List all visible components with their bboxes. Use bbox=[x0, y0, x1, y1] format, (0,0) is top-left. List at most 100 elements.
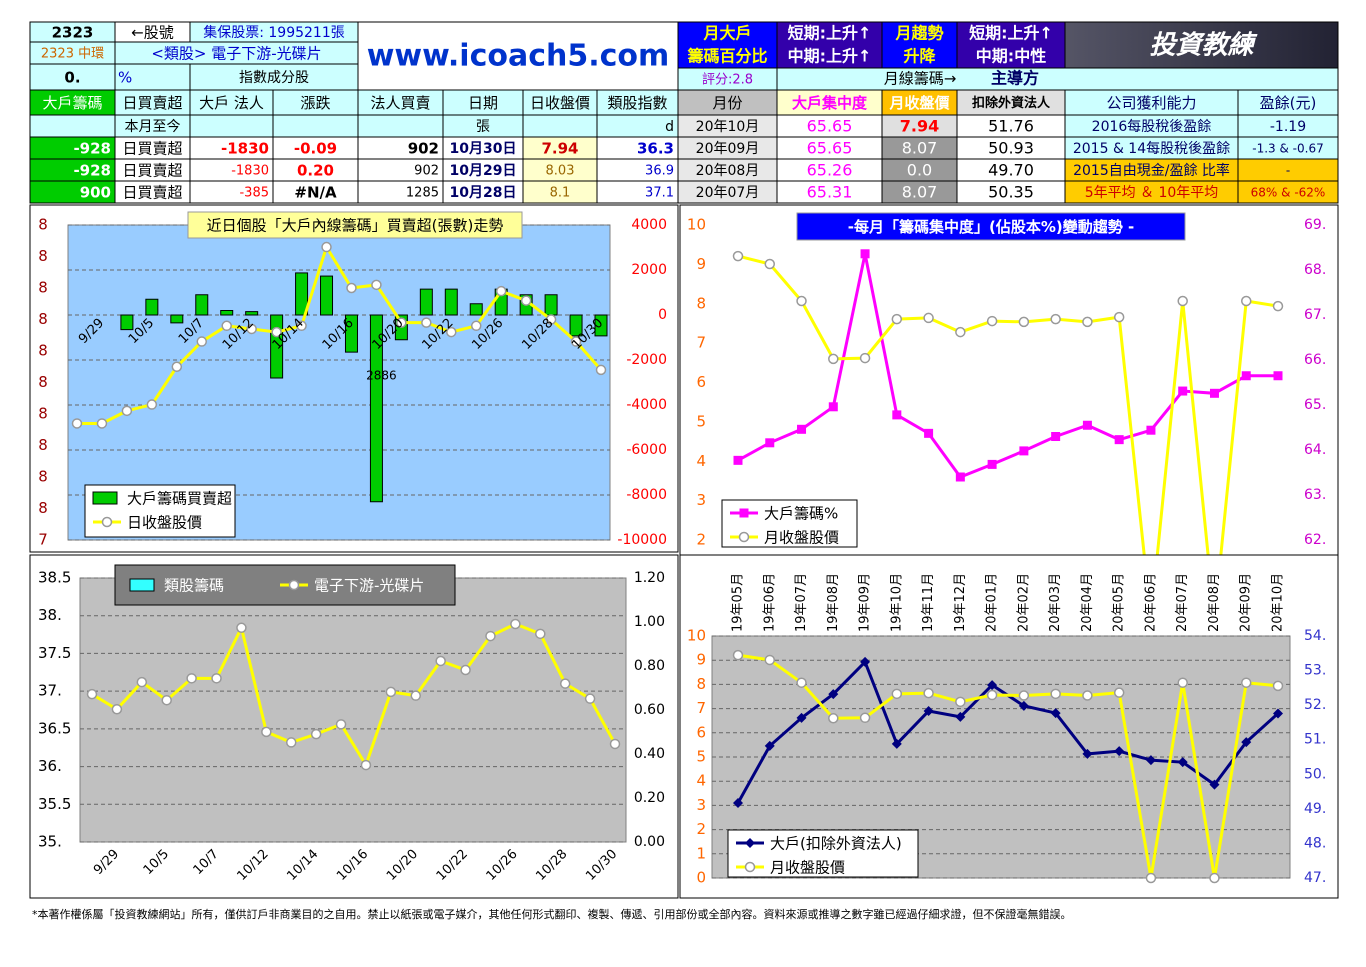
point bbox=[923, 706, 934, 717]
cell-text: 8.07 bbox=[902, 139, 938, 158]
cell-text: 7.94 bbox=[541, 140, 578, 158]
legend-label: 電子下游-光碟片 bbox=[314, 577, 424, 595]
bar bbox=[344, 314, 358, 353]
line bbox=[737, 653, 1279, 879]
series-layer bbox=[732, 249, 1284, 555]
point bbox=[797, 424, 807, 434]
legend-box bbox=[721, 499, 858, 548]
x-tick-label: 20年07月 bbox=[1175, 573, 1190, 632]
y2-tick-label: 63. bbox=[1304, 487, 1326, 503]
point bbox=[1240, 295, 1252, 307]
y2-tick-label: -2000 bbox=[626, 352, 667, 368]
point bbox=[739, 508, 749, 518]
x-tick-label: 20年03月 bbox=[1048, 573, 1063, 632]
point bbox=[559, 678, 571, 689]
y-tick-label: 2 bbox=[696, 820, 706, 838]
table-cell bbox=[776, 67, 1339, 91]
y-tick-label: 8 bbox=[696, 294, 706, 312]
cell-text: 大戶 法人 bbox=[199, 94, 264, 112]
point bbox=[1113, 687, 1125, 698]
legend-label: 類股籌碼 bbox=[164, 577, 224, 595]
y-tick-label: 8 bbox=[38, 279, 48, 297]
y2-tick-label: 0 bbox=[658, 307, 667, 323]
point bbox=[892, 410, 902, 420]
point bbox=[1019, 446, 1029, 456]
y2-tick-label: 0.20 bbox=[634, 790, 665, 806]
cell-text: 短期:上升↑ bbox=[788, 24, 872, 43]
footer: *本著作權係屬「投資教練網站」所有，僅供訂戶非商業目的之自用。禁止以紙張或電子媒… bbox=[32, 907, 1072, 921]
y-tick-label: 5 bbox=[696, 748, 706, 766]
point bbox=[1209, 388, 1219, 398]
y-tick-label: 8 bbox=[38, 310, 48, 328]
cell-text: -1.19 bbox=[1270, 119, 1306, 135]
x-tick-label: 19年12月 bbox=[953, 573, 968, 632]
cell-text: 中期:上升↑ bbox=[788, 47, 872, 66]
cell-text: 10月30日 bbox=[450, 141, 517, 157]
cell-text: 902 bbox=[408, 140, 439, 158]
cell-text: 評分:2.8 bbox=[702, 73, 753, 88]
table-cell bbox=[29, 89, 116, 116]
cell-text: 月線籌碼→ bbox=[884, 70, 957, 88]
point bbox=[796, 712, 807, 723]
cell-text: 65.31 bbox=[807, 183, 853, 202]
y-tick-label: 8 bbox=[38, 405, 48, 423]
x-tick-label: 20年02月 bbox=[1016, 573, 1031, 632]
cell-text: 20年10月 bbox=[696, 119, 760, 135]
y-tick-label: 7 bbox=[696, 334, 706, 352]
y2-tick-label: 1.20 bbox=[634, 570, 665, 586]
y-tick-label: 1 bbox=[696, 844, 706, 862]
cell-text: 8.1 bbox=[550, 186, 571, 201]
cell-text: % bbox=[118, 69, 132, 87]
y2-tick-label: 47. bbox=[1304, 870, 1326, 886]
cell-text: 日買賣超 bbox=[122, 94, 182, 112]
y-tick-label: 35.5 bbox=[38, 795, 71, 813]
point bbox=[495, 285, 507, 297]
point bbox=[111, 703, 123, 715]
title-box bbox=[187, 211, 523, 239]
point bbox=[986, 689, 998, 701]
point bbox=[1114, 435, 1124, 445]
point bbox=[96, 418, 108, 429]
x-tick-label: 19年08月 bbox=[826, 573, 841, 632]
point bbox=[796, 295, 807, 307]
y2-tick-label: 65. bbox=[1304, 397, 1326, 413]
point bbox=[121, 405, 133, 417]
x-tick-label: 19年06月 bbox=[762, 573, 777, 632]
cell-text: 49.70 bbox=[988, 161, 1034, 180]
point bbox=[211, 673, 222, 684]
point bbox=[764, 654, 776, 666]
series-layer bbox=[71, 241, 608, 503]
point bbox=[86, 688, 98, 700]
y-tick-label: 7 bbox=[696, 699, 706, 717]
cell-text: 公司獲利能力 bbox=[1106, 94, 1196, 112]
cell-text: 主導方 bbox=[991, 69, 1039, 88]
bar bbox=[220, 310, 234, 316]
y2-tick-label: 0.80 bbox=[634, 658, 665, 674]
cell-text: 2015自由現金/盈餘 比率 bbox=[1073, 162, 1230, 179]
point bbox=[1241, 371, 1251, 381]
y2-tick-label: 54. bbox=[1304, 628, 1326, 644]
table-cell bbox=[1237, 180, 1339, 204]
legend-label: 月收盤股價 bbox=[764, 529, 839, 547]
point bbox=[1272, 680, 1284, 692]
y2-tick-label: -10000 bbox=[617, 532, 667, 548]
y2-tick-label: 62. bbox=[1304, 532, 1326, 548]
point bbox=[595, 364, 607, 376]
point bbox=[860, 249, 870, 259]
y2-tick-label: 1.00 bbox=[634, 614, 665, 630]
point bbox=[410, 690, 422, 701]
cell-text: 900 bbox=[80, 184, 111, 202]
brand: 投資教練 bbox=[1149, 31, 1257, 61]
table-cell bbox=[522, 114, 598, 138]
bar bbox=[569, 314, 583, 337]
x-tick-label: 20年09月 bbox=[1239, 573, 1254, 632]
point bbox=[1273, 708, 1283, 719]
series-layer bbox=[732, 649, 1284, 884]
cell-text: 36.9 bbox=[645, 164, 674, 179]
point bbox=[296, 320, 307, 332]
point bbox=[146, 399, 158, 410]
cell-text: 50.35 bbox=[988, 183, 1034, 202]
table-cell bbox=[956, 21, 1066, 69]
bar bbox=[419, 288, 433, 316]
point bbox=[1178, 386, 1188, 396]
